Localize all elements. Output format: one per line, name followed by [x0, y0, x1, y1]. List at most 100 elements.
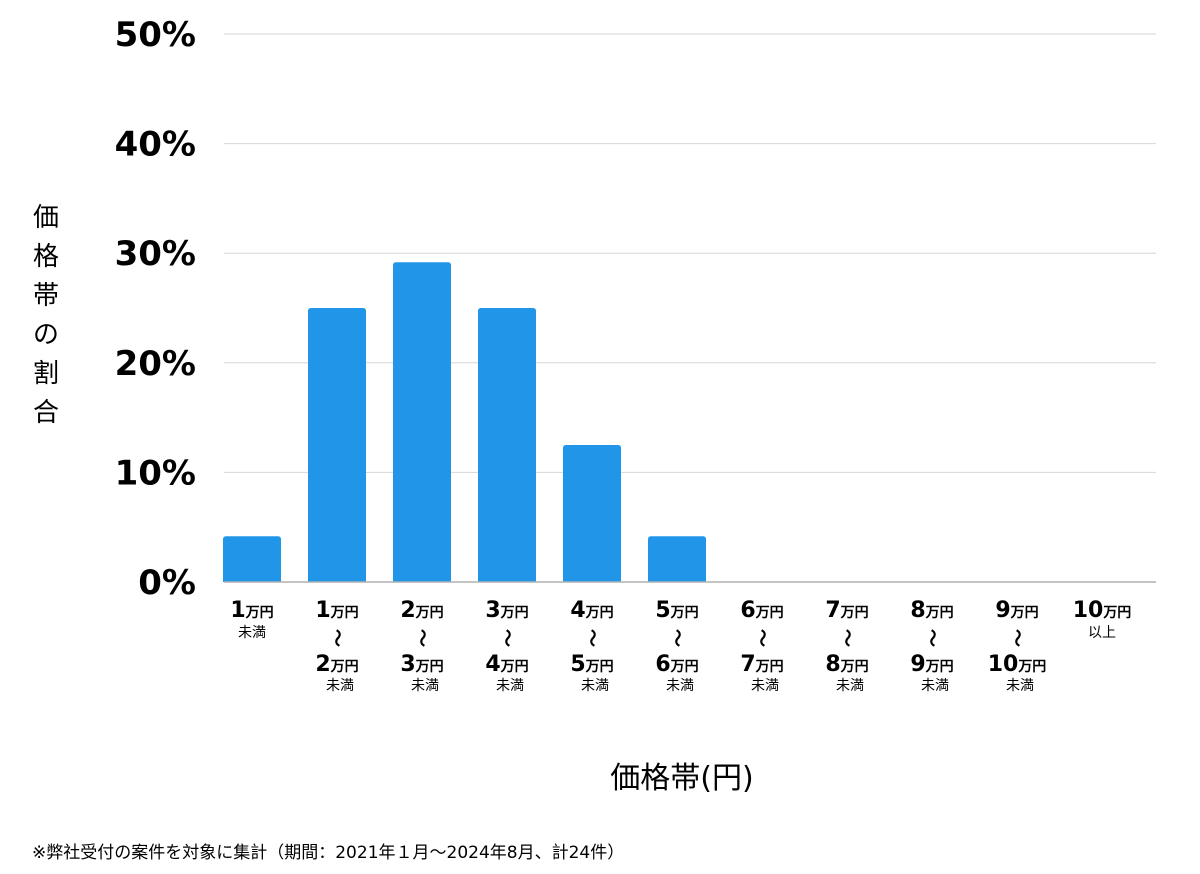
x-tick-from-unit: 万円 [415, 605, 444, 621]
x-tick-tilde: 〜 [496, 629, 517, 647]
x-tick-to-number: 8 [825, 652, 840, 677]
x-tick-to: 7万円 [740, 652, 783, 677]
x-tick-to: 6万円 [655, 652, 698, 677]
x-tick-from-number: 1 [230, 598, 245, 623]
x-tick-from: 9万円 [995, 598, 1038, 623]
grid-lines [224, 33, 1156, 473]
x-tick-from: 1万円 [315, 598, 358, 623]
x-tick-to-unit: 万円 [925, 659, 954, 675]
x-tick-tilde: 〜 [581, 629, 602, 647]
x-tick-from: 1万円 [230, 598, 273, 623]
x-tick-suffix: 未満 [921, 678, 949, 694]
y-axis-label-char: 価 [33, 203, 59, 233]
y-tick-label: 20% [115, 344, 196, 384]
x-tick-to-number: 9 [910, 652, 925, 677]
x-tick-to-number: 5 [570, 652, 585, 677]
x-tick-from-number: 4 [570, 598, 585, 623]
y-axis-ticks: 0% 10% 20% 30% 40% 50% [115, 15, 196, 603]
y-axis-label-char: 格 [33, 242, 59, 272]
x-tick-to-unit: 万円 [1017, 659, 1046, 675]
bar-1 [308, 308, 366, 582]
bars [223, 262, 706, 582]
x-tick-to-number: 3 [400, 652, 415, 677]
x-tick-from: 6万円 [740, 598, 783, 623]
x-tick-from-unit: 万円 [330, 605, 359, 621]
x-tick-to: 8万円 [825, 652, 868, 677]
x-tick-from-unit: 万円 [500, 605, 529, 621]
x-tick-suffix: 未満 [238, 625, 266, 641]
x-tick-to-number: 2 [315, 652, 330, 677]
x-tick-suffix: 未満 [326, 678, 354, 694]
y-axis-label-char: 合 [33, 398, 59, 428]
x-tick-from: 5万円 [655, 598, 698, 623]
y-axis-label-char: 帯 [33, 281, 59, 311]
x-tick-to: 4万円 [485, 652, 528, 677]
x-tick-to-number: 6 [655, 652, 670, 677]
x-tick-from-number: 3 [485, 598, 500, 623]
x-tick-tilde: 〜 [1006, 629, 1027, 647]
bar-3 [478, 308, 536, 582]
x-tick-to-unit: 万円 [670, 659, 699, 675]
x-tick-from-unit: 万円 [1102, 605, 1131, 621]
bar-5 [648, 536, 706, 582]
x-tick-to-unit: 万円 [500, 659, 529, 675]
x-tick-from-number: 6 [740, 598, 755, 623]
x-tick-tilde: 〜 [666, 629, 687, 647]
x-tick-from: 4万円 [570, 598, 613, 623]
x-tick-tilde: 〜 [836, 629, 857, 647]
x-tick-to-number: 10 [988, 652, 1019, 677]
x-tick-suffix: 以上 [1088, 625, 1116, 641]
x-tick-suffix: 未満 [836, 678, 864, 694]
x-tick-from: 3万円 [485, 598, 528, 623]
x-tick-from: 10万円 [1073, 598, 1132, 623]
bar-2 [393, 262, 451, 582]
x-tick-from-number: 8 [910, 598, 925, 623]
x-tick-from: 2万円 [400, 598, 443, 623]
y-tick-label: 30% [115, 234, 196, 274]
x-tick-to-unit: 万円 [415, 659, 444, 675]
x-tick-tilde: 〜 [411, 629, 432, 647]
x-tick-to: 10万円 [988, 652, 1047, 677]
x-tick-from-number: 2 [400, 598, 415, 623]
x-tick-suffix: 未満 [666, 678, 694, 694]
x-axis-label: 価格帯(円) [610, 761, 753, 796]
y-tick-label: 10% [115, 453, 196, 493]
x-tick-to-unit: 万円 [755, 659, 784, 675]
x-tick-from: 7万円 [825, 598, 868, 623]
x-tick-suffix: 未満 [751, 678, 779, 694]
x-tick-to-unit: 万円 [330, 659, 359, 675]
x-tick-from-unit: 万円 [245, 605, 274, 621]
x-tick-to-number: 4 [485, 652, 500, 677]
x-tick-suffix: 未満 [581, 678, 609, 694]
x-tick-to: 5万円 [570, 652, 613, 677]
x-tick-from-unit: 万円 [925, 605, 954, 621]
y-axis-label-char: の [33, 320, 59, 350]
x-tick-from-number: 1 [315, 598, 330, 623]
bar-0 [223, 536, 281, 582]
x-tick-to: 9万円 [910, 652, 953, 677]
x-tick-from-number: 9 [995, 598, 1010, 623]
x-tick-from: 8万円 [910, 598, 953, 623]
x-tick-suffix: 未満 [411, 678, 439, 694]
y-tick-label: 40% [115, 125, 196, 165]
x-tick-to: 2万円 [315, 652, 358, 677]
x-tick-tilde: 〜 [921, 629, 942, 647]
y-tick-label: 0% [138, 563, 196, 603]
y-axis-label-char: 割 [33, 359, 59, 389]
x-tick-from-unit: 万円 [1010, 605, 1039, 621]
x-tick-to: 3万円 [400, 652, 443, 677]
bar-4 [563, 445, 621, 582]
footnote: ※弊社受付の案件を対象に集計（期間：2021年１月〜2024年8月、計24件） [32, 843, 624, 863]
x-tick-from-number: 5 [655, 598, 670, 623]
x-tick-from-unit: 万円 [755, 605, 784, 621]
x-axis-ticks: 1万円未満1万円〜2万円未満2万円〜3万円未満3万円〜4万円未満4万円〜5万円未… [230, 598, 1131, 694]
